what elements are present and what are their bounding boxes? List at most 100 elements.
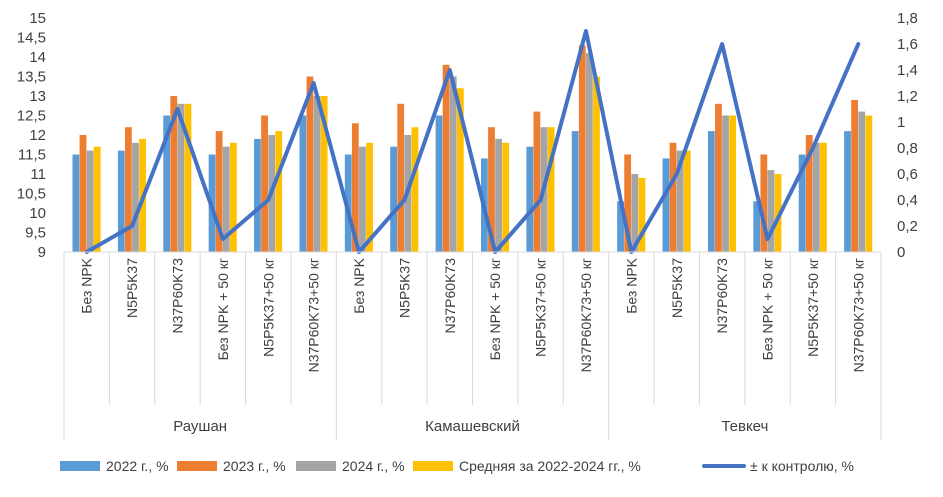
- bar-1: [72, 154, 80, 252]
- category-label: N5P5K37: [124, 258, 140, 318]
- y-tick-label: 15: [29, 10, 46, 27]
- y-tick-label: 14: [29, 49, 46, 66]
- bar-1: [662, 158, 670, 252]
- bar-1: [435, 115, 443, 252]
- bar-2: [624, 154, 632, 252]
- y2-tick-label: 1: [897, 114, 905, 131]
- bar-4: [593, 76, 600, 252]
- y2-tick-label: 0,4: [897, 192, 918, 209]
- bar-3: [767, 170, 775, 252]
- group-label: Раушан: [173, 418, 227, 435]
- y-tick-label: 12,5: [17, 108, 46, 125]
- category-label: N37P60K73: [442, 258, 458, 334]
- y2-tick-label: 0,6: [897, 166, 918, 183]
- bar-1: [117, 150, 125, 252]
- category-label: Без NPK + 50 кг: [215, 258, 231, 360]
- bar-4: [184, 103, 192, 252]
- bar-2: [170, 96, 178, 252]
- y2-tick-label: 1,6: [897, 36, 918, 53]
- legend-swatch: [296, 461, 336, 471]
- y-tick-label: 9: [38, 244, 46, 261]
- y-tick-label: 10,5: [17, 186, 46, 203]
- bar-3: [177, 103, 185, 252]
- bar-3: [313, 96, 321, 252]
- bar-3: [722, 115, 729, 252]
- category-label: N5P5K37: [396, 258, 412, 318]
- y-tick-label: 11: [30, 166, 46, 183]
- legend-label: 2023 г., %: [223, 458, 286, 474]
- category-label: N5P5K37+50 кг: [260, 258, 276, 357]
- category-label: N37P60K73+50 кг: [850, 258, 866, 372]
- bar-2: [124, 127, 132, 252]
- legend-label: 2022 г., %: [106, 458, 169, 474]
- y2-tick-label: 1,2: [897, 88, 918, 105]
- bar-4: [93, 146, 101, 252]
- y2-tick-label: 1,8: [897, 10, 918, 27]
- legend-label: 2024 г., %: [342, 458, 405, 474]
- bar-2: [442, 64, 450, 252]
- y-tick-label: 11,5: [18, 147, 46, 164]
- bar-3: [359, 146, 366, 252]
- category-label: Без NPK + 50 кг: [487, 258, 503, 360]
- category-label: Без NPK: [79, 257, 95, 313]
- bar-3: [676, 150, 684, 252]
- bar-2: [306, 76, 314, 252]
- bar-1: [571, 131, 579, 252]
- category-label: N5P5K37+50 кг: [805, 258, 821, 357]
- bar-2: [578, 45, 586, 252]
- category-label: Без NPK: [623, 257, 639, 313]
- bar-3: [132, 142, 139, 252]
- bar-1: [753, 201, 761, 252]
- bar-2: [669, 142, 677, 252]
- bar-1: [617, 201, 624, 252]
- bar-1: [390, 146, 398, 252]
- bar-1: [526, 146, 534, 252]
- group-label: Тевкеч: [721, 418, 768, 435]
- bar-3: [449, 76, 457, 252]
- bar-2: [805, 135, 813, 252]
- bar-4: [729, 115, 737, 252]
- bar-4: [547, 127, 555, 252]
- bar-1: [798, 154, 806, 252]
- y-tick-label: 14,5: [17, 30, 46, 47]
- bar-3: [495, 138, 502, 252]
- bar-2: [351, 123, 359, 252]
- category-label: N5P5K37: [669, 258, 685, 318]
- bar-1: [344, 154, 352, 252]
- y2-tick-label: 1,4: [897, 62, 918, 79]
- category-label: Без NPK + 50 кг: [760, 258, 776, 360]
- legend-swatch: [177, 461, 217, 471]
- bar-1: [254, 138, 261, 252]
- bar-1: [844, 131, 851, 252]
- bar-3: [222, 146, 230, 252]
- bar-2: [261, 115, 268, 252]
- category-label: N37P60K73+50 кг: [578, 258, 594, 372]
- y-tick-label: 10: [29, 205, 46, 222]
- bar-2: [851, 99, 859, 253]
- y2-tick-label: 0,8: [897, 140, 918, 157]
- bar-4: [320, 96, 328, 252]
- bar-1: [163, 115, 171, 252]
- y-tick-label: 13,5: [17, 69, 46, 86]
- bar-1: [299, 115, 307, 252]
- bar-1: [707, 131, 715, 252]
- y-tick-label: 12: [29, 127, 46, 144]
- legend-label: Средняя за 2022-2024 гг., %: [459, 458, 641, 474]
- group-label: Камашевский: [425, 418, 520, 435]
- bar-3: [812, 142, 820, 252]
- bar-4: [411, 127, 419, 252]
- category-label: N37P60K73: [714, 258, 730, 334]
- y2-tick-label: 0: [897, 244, 905, 261]
- bar-4: [638, 177, 646, 252]
- bar-4: [820, 142, 827, 252]
- bar-4: [229, 142, 237, 252]
- category-label: Без NPK: [351, 257, 367, 313]
- bar-2: [533, 111, 541, 252]
- bar-2: [215, 131, 223, 252]
- bar-4: [456, 88, 464, 252]
- bar-4: [683, 150, 691, 252]
- bar-2: [715, 103, 722, 252]
- category-label: N5P5K37+50 кг: [533, 258, 549, 357]
